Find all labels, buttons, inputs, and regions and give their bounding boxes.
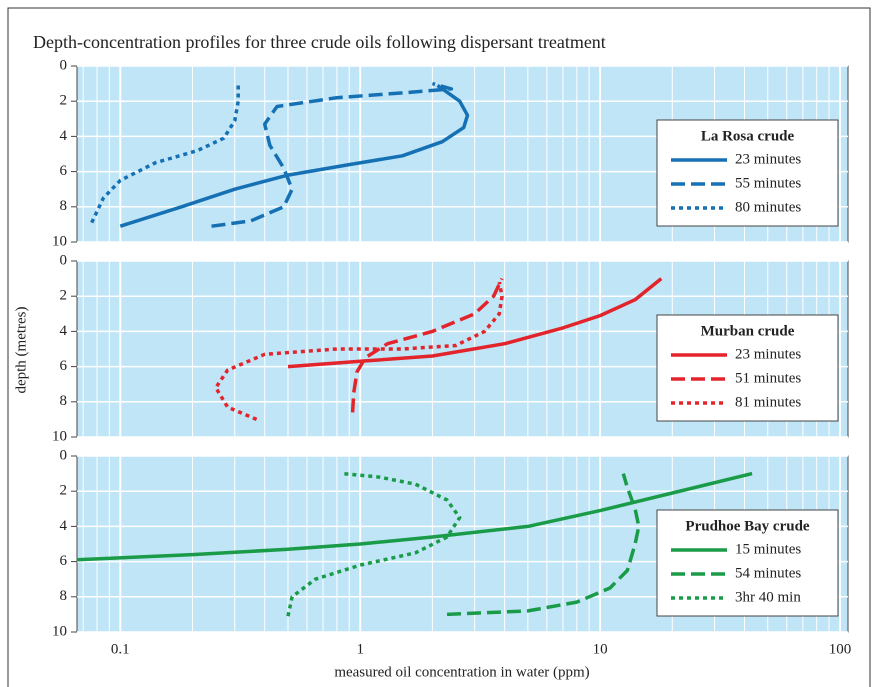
y-axis-label: depth (metres) [13, 306, 29, 393]
legend-title: La Rosa crude [701, 128, 795, 144]
y-tick-label: 4 [60, 323, 68, 339]
legend-label: 15 minutes [735, 541, 801, 557]
x-tick-label: 10 [593, 641, 608, 657]
figure-title: Depth-concentration profiles for three c… [33, 32, 606, 52]
y-tick-label: 2 [60, 483, 68, 499]
series-line [90, 83, 240, 224]
legend-label: 3hr 40 min [735, 589, 801, 605]
x-axis-label: measured oil concentration in water (ppm… [334, 664, 589, 680]
y-tick-label: 6 [60, 358, 68, 374]
legend-title: Murban crude [701, 323, 795, 339]
series-line [446, 473, 641, 617]
y-tick-label: 0 [60, 252, 68, 268]
legend-label: 23 minutes [735, 346, 801, 362]
y-tick-label: 4 [60, 518, 68, 534]
y-tick-label: 8 [60, 393, 68, 409]
y-tick-label: 0 [60, 447, 68, 463]
y-tick-label: 0 [60, 57, 68, 73]
series-line [286, 471, 462, 617]
series-line [214, 281, 504, 422]
y-tick-label: 10 [52, 428, 67, 444]
x-tick-label: 1 [356, 641, 364, 657]
legend-label: 23 minutes [735, 151, 801, 167]
x-tick-label: 100 [829, 641, 852, 657]
legend-label: 55 minutes [735, 175, 801, 191]
y-tick-label: 6 [60, 553, 68, 569]
series-line [350, 277, 504, 413]
y-tick-label: 8 [60, 198, 68, 214]
legend-label: 80 minutes [735, 199, 801, 215]
y-tick-label: 4 [60, 128, 68, 144]
series-line [76, 471, 753, 562]
y-tick-label: 10 [52, 233, 67, 249]
legend-title: Prudhoe Bay crude [685, 518, 810, 534]
y-tick-label: 2 [60, 93, 68, 109]
y-tick-label: 6 [60, 163, 68, 179]
legend-label: 51 minutes [735, 370, 801, 386]
series-line [211, 81, 454, 228]
series-line [287, 277, 663, 369]
legend-label: 54 minutes [735, 565, 801, 581]
legend-label: 81 minutes [735, 394, 801, 410]
y-tick-label: 10 [52, 623, 67, 639]
y-tick-label: 2 [60, 288, 68, 304]
series-line [119, 83, 470, 228]
x-tick-label: 0.1 [111, 641, 130, 657]
y-tick-label: 8 [60, 588, 68, 604]
